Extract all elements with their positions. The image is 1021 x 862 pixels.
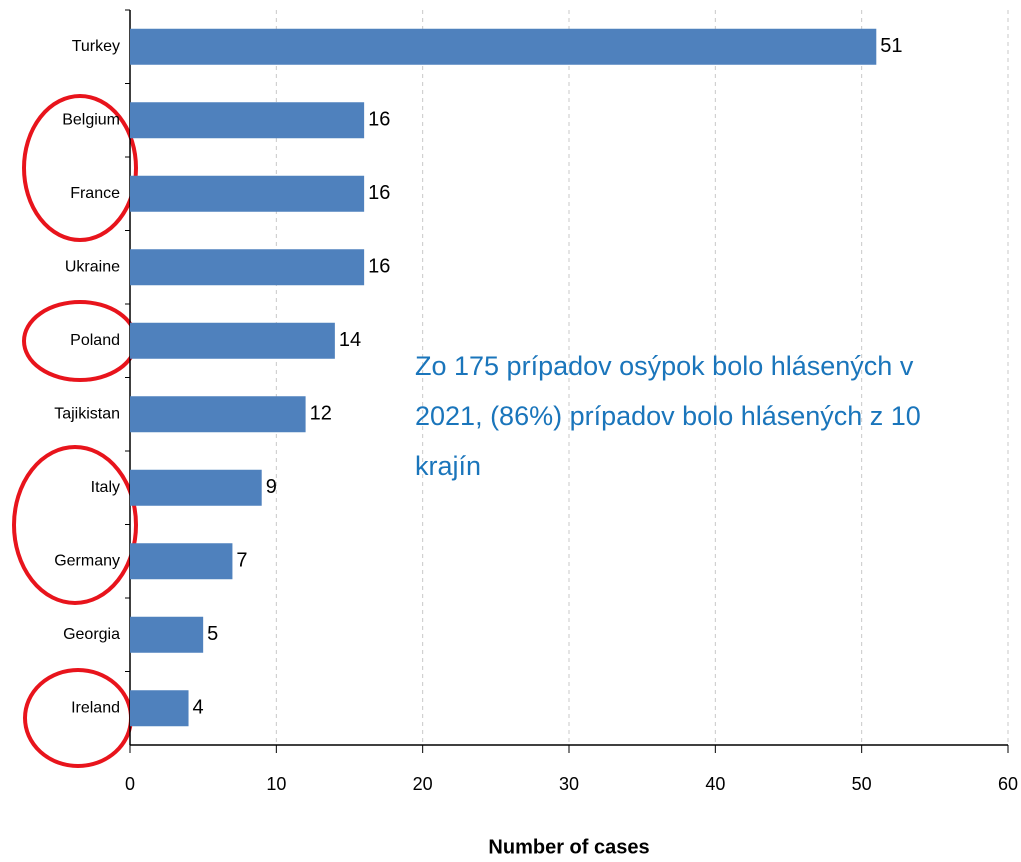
annotation: krajín	[415, 451, 481, 481]
bar	[130, 396, 306, 433]
annotation: 2021, (86%) prípadov bolo hlásených z 10	[415, 401, 921, 431]
y-tick-label: Turkey	[72, 38, 120, 55]
data-label: 16	[368, 109, 390, 131]
y-tick-label: Ireland	[71, 699, 120, 716]
data-label: 5	[207, 623, 218, 645]
data-label: 14	[339, 329, 361, 351]
y-tick-label: France	[70, 185, 120, 202]
y-tick-label: Georgia	[63, 626, 120, 643]
bar	[130, 102, 365, 139]
y-tick-label: Italy	[91, 479, 120, 496]
x-tick-label: 0	[125, 774, 135, 794]
data-label: 16	[368, 182, 390, 204]
data-label: 4	[193, 697, 204, 719]
data-label: 9	[266, 476, 277, 498]
bar	[130, 616, 204, 653]
bar	[130, 175, 365, 212]
y-tick-label: Ukraine	[65, 258, 120, 275]
x-tick-label: 20	[413, 774, 433, 794]
x-tick-label: 60	[998, 774, 1018, 794]
y-tick-label: Poland	[70, 332, 120, 349]
annotation: Zo 175 prípadov osýpok bolo hlásených v	[415, 351, 914, 381]
x-tick-label: 10	[266, 774, 286, 794]
data-label: 51	[880, 35, 902, 57]
highlight-circle	[22, 94, 138, 242]
bar	[130, 28, 877, 65]
data-label: 12	[310, 403, 332, 425]
x-tick-label: 50	[852, 774, 872, 794]
bar	[130, 469, 262, 506]
bar	[130, 322, 335, 359]
x-axis-label: Number of cases	[488, 836, 649, 858]
bar	[130, 543, 233, 580]
y-tick-label: Belgium	[62, 111, 120, 128]
bar	[130, 249, 365, 286]
highlight-circle	[23, 668, 133, 768]
bar	[130, 690, 189, 727]
y-tick-label: Germany	[54, 552, 120, 569]
x-tick-label: 30	[559, 774, 579, 794]
data-label: 7	[236, 550, 247, 572]
highlight-circle	[12, 445, 138, 605]
x-tick-label: 40	[705, 774, 725, 794]
data-label: 16	[368, 256, 390, 278]
y-tick-label: Tajikistan	[54, 405, 120, 422]
